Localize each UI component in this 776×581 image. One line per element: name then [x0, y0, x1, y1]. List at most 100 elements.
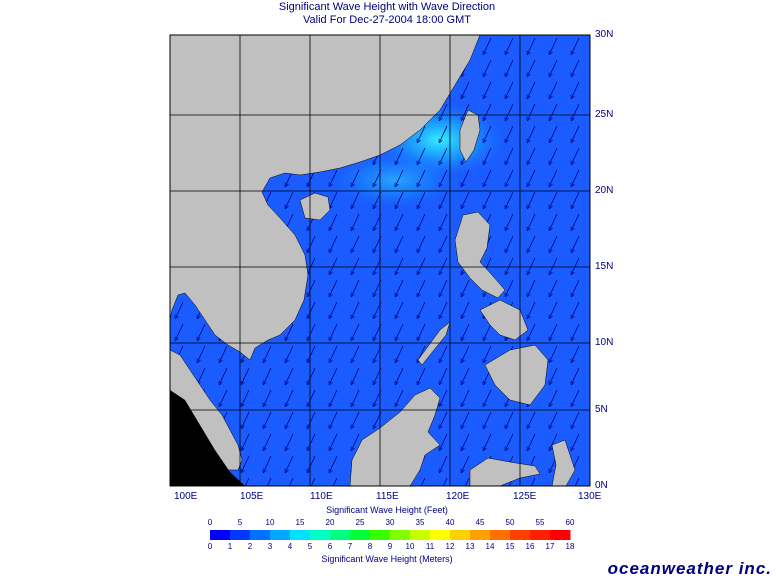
- wave-arrow: [308, 389, 316, 405]
- wave-arrow: [462, 81, 470, 97]
- feet-tick-label: 10: [265, 518, 275, 527]
- wave-arrow: [528, 323, 536, 339]
- lat-label: 10N: [595, 337, 614, 348]
- wave-arrow: [396, 389, 404, 405]
- meter-tick-label: 3: [267, 542, 273, 551]
- wave-arrow: [352, 169, 360, 185]
- meter-tick-label: 8: [367, 542, 373, 551]
- wave-arrow: [484, 169, 492, 185]
- wave-arrow: [396, 213, 404, 229]
- wave-arrow: [550, 345, 558, 361]
- wave-arrow: [462, 279, 470, 295]
- wave-arrow: [330, 301, 338, 317]
- wave-arrow: [506, 279, 514, 295]
- wave-arrow: [440, 213, 448, 229]
- wave-arrow: [506, 191, 514, 207]
- wave-arrow: [506, 59, 514, 75]
- lon-label: 130E: [578, 491, 602, 502]
- wave-arrow: [330, 455, 338, 471]
- wave-arrow: [528, 169, 536, 185]
- wave-arrow: [484, 345, 492, 361]
- wave-arrow: [528, 59, 536, 75]
- meter-tick-label: 16: [525, 542, 535, 551]
- wave-arrow: [286, 411, 294, 427]
- wave-arrow: [352, 213, 360, 229]
- lat-label: 5N: [595, 404, 608, 415]
- wave-arrow: [396, 279, 404, 295]
- wave-arrow: [462, 367, 470, 383]
- wave-arrow: [506, 169, 514, 185]
- wave-arrow: [572, 235, 580, 251]
- wave-arrow: [264, 345, 272, 361]
- land-taiwan: [459, 109, 481, 163]
- colorbar-swatch: [530, 530, 551, 540]
- wave-arrow: [286, 455, 294, 471]
- meter-tick-label: 5: [307, 542, 313, 551]
- wave-arrow: [418, 301, 426, 317]
- wave-arrow: [220, 345, 228, 361]
- wave-arrow: [484, 411, 492, 427]
- wave-arrow: [462, 411, 470, 427]
- wave-arrow: [418, 147, 426, 163]
- wave-arrow: [176, 301, 184, 317]
- lat-label: 30N: [595, 29, 614, 40]
- wave-arrow: [330, 367, 338, 383]
- wave-arrow: [352, 235, 360, 251]
- lat-label: 25N: [595, 109, 614, 120]
- wave-arrow: [286, 345, 294, 361]
- wave-arrow: [352, 257, 360, 273]
- lon-label: 100E: [174, 491, 198, 502]
- wave-arrow: [440, 389, 448, 405]
- land-visayas: [479, 299, 529, 341]
- feet-tick-label: 45: [475, 518, 485, 527]
- wave-arrow: [264, 389, 272, 405]
- land-halmahera: [551, 439, 576, 486]
- wave-arrow: [220, 389, 228, 405]
- wave-arrow: [572, 125, 580, 141]
- wave-arrow: [396, 235, 404, 251]
- wave-arrow: [330, 257, 338, 273]
- colorbar-swatch: [490, 530, 511, 540]
- land-palawan: [417, 321, 451, 366]
- wave-arrow: [528, 433, 536, 449]
- meter-tick-label: 17: [545, 542, 555, 551]
- wave-arrow: [242, 455, 250, 471]
- wave-arrow: [440, 125, 448, 141]
- wave-arrow: [330, 235, 338, 251]
- wave-arrow: [308, 411, 316, 427]
- wave-arrow: [396, 301, 404, 317]
- wave-arrow: [462, 345, 470, 361]
- feet-tick-label: 15: [295, 518, 305, 527]
- wave-arrow: [572, 323, 580, 339]
- wave-arrow: [528, 191, 536, 207]
- wave-arrow: [176, 323, 184, 339]
- wave-arrow: [440, 147, 448, 163]
- colorbar-swatch: [410, 530, 431, 540]
- wave-arrow: [440, 257, 448, 273]
- wave-arrow: [264, 455, 272, 471]
- wave-arrow: [198, 367, 206, 383]
- wave-arrow: [462, 323, 470, 339]
- feet-tick-label: 55: [535, 518, 545, 527]
- wave-arrow: [550, 103, 558, 119]
- wave-arrow: [572, 411, 580, 427]
- wave-arrow: [352, 367, 360, 383]
- wave-arrow: [462, 103, 470, 119]
- land-borneo: [349, 387, 441, 486]
- wave-arrow: [330, 323, 338, 339]
- wave-arrow: [352, 279, 360, 295]
- wave-arrow: [484, 59, 492, 75]
- wave-arrow: [352, 345, 360, 361]
- wave-arrow: [352, 191, 360, 207]
- meter-tick-label: 10: [405, 542, 415, 551]
- brand-logo: oceanweather inc.: [607, 559, 772, 578]
- wave-arrow: [572, 213, 580, 229]
- meter-tick-label: 13: [465, 542, 475, 551]
- wave-arrow: [506, 257, 514, 273]
- wave-arrow: [396, 323, 404, 339]
- meter-tick-label: 6: [327, 542, 333, 551]
- feet-tick-label: 35: [415, 518, 425, 527]
- wave-arrow: [308, 279, 316, 295]
- wave-arrow: [572, 59, 580, 75]
- wave-arrow: [396, 367, 404, 383]
